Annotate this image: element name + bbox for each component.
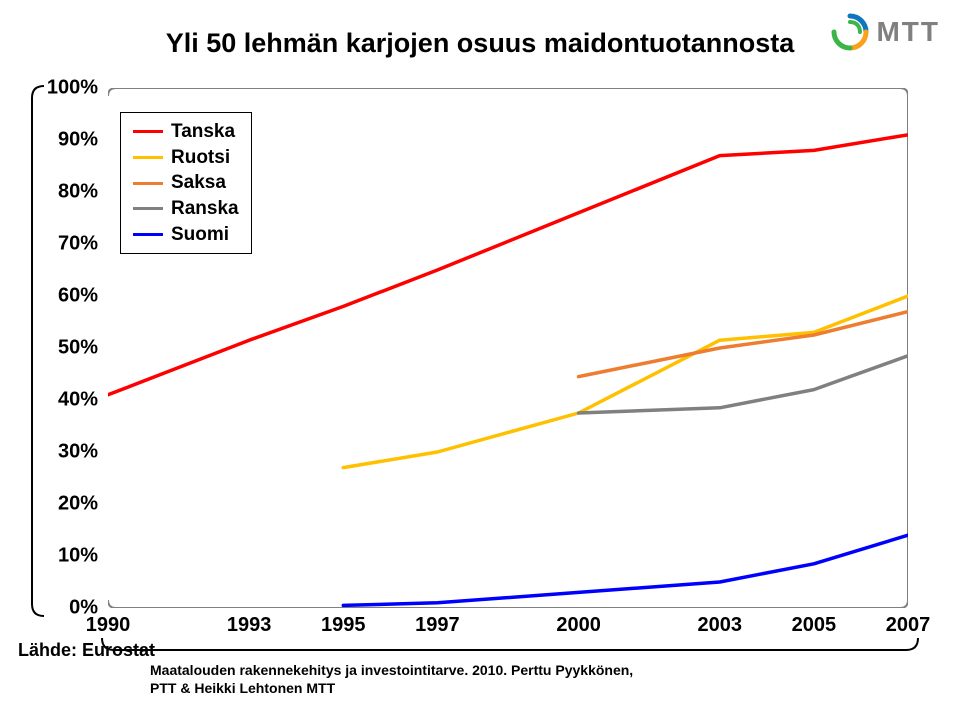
mtt-logo-text: MTT	[876, 16, 940, 48]
chart-legend: TanskaRuotsiSaksaRanskaSuomi	[120, 112, 252, 254]
legend-swatch	[133, 130, 163, 133]
x-tick-label: 1993	[227, 614, 272, 637]
x-tick-label: 1990	[86, 614, 131, 637]
y-tick-label: 20%	[38, 493, 98, 516]
x-tick-label: 2000	[556, 614, 601, 637]
legend-label: Ranska	[171, 196, 239, 222]
legend-label: Suomi	[171, 222, 229, 248]
footnote-line-1: Maatalouden rakennekehitys ja investoint…	[150, 662, 633, 680]
y-tick-label: 70%	[38, 233, 98, 256]
footnote: Maatalouden rakennekehitys ja investoint…	[150, 662, 633, 697]
x-tick-label: 1995	[321, 614, 366, 637]
footnote-line-2: PTT & Heikki Lehtonen MTT	[150, 680, 633, 698]
x-tick-label: 2005	[792, 614, 837, 637]
y-tick-label: 40%	[38, 389, 98, 412]
series-line	[579, 312, 908, 377]
legend-swatch	[133, 182, 163, 185]
legend-label: Saksa	[171, 170, 226, 196]
legend-swatch	[133, 207, 163, 210]
legend-label: Tanska	[171, 119, 235, 145]
y-tick-label: 50%	[38, 337, 98, 360]
legend-row: Ruotsi	[133, 145, 239, 171]
x-tick-label: 2007	[886, 614, 931, 637]
y-tick-label: 90%	[38, 129, 98, 152]
series-line	[343, 535, 908, 605]
legend-row: Tanska	[133, 119, 239, 145]
x-tick-label: 2003	[698, 614, 743, 637]
y-axis-bracket	[30, 84, 46, 618]
y-tick-label: 60%	[38, 285, 98, 308]
source-label: Lähde: Eurostat	[18, 640, 155, 661]
x-tick-label: 1997	[415, 614, 460, 637]
mtt-logo: MTT	[830, 12, 940, 52]
series-line	[343, 296, 908, 468]
legend-swatch	[133, 233, 163, 236]
y-tick-label: 10%	[38, 545, 98, 568]
x-axis-bracket	[100, 636, 920, 652]
legend-label: Ruotsi	[171, 145, 230, 171]
y-tick-label: 30%	[38, 441, 98, 464]
legend-row: Ranska	[133, 196, 239, 222]
legend-swatch	[133, 156, 163, 159]
legend-row: Suomi	[133, 222, 239, 248]
series-line	[579, 356, 908, 413]
chart-title: Yli 50 lehmän karjojen osuus maidontuota…	[0, 28, 960, 59]
y-tick-label: 80%	[38, 181, 98, 204]
legend-row: Saksa	[133, 170, 239, 196]
y-tick-label: 100%	[38, 77, 98, 100]
mtt-swirl-icon	[830, 12, 870, 52]
